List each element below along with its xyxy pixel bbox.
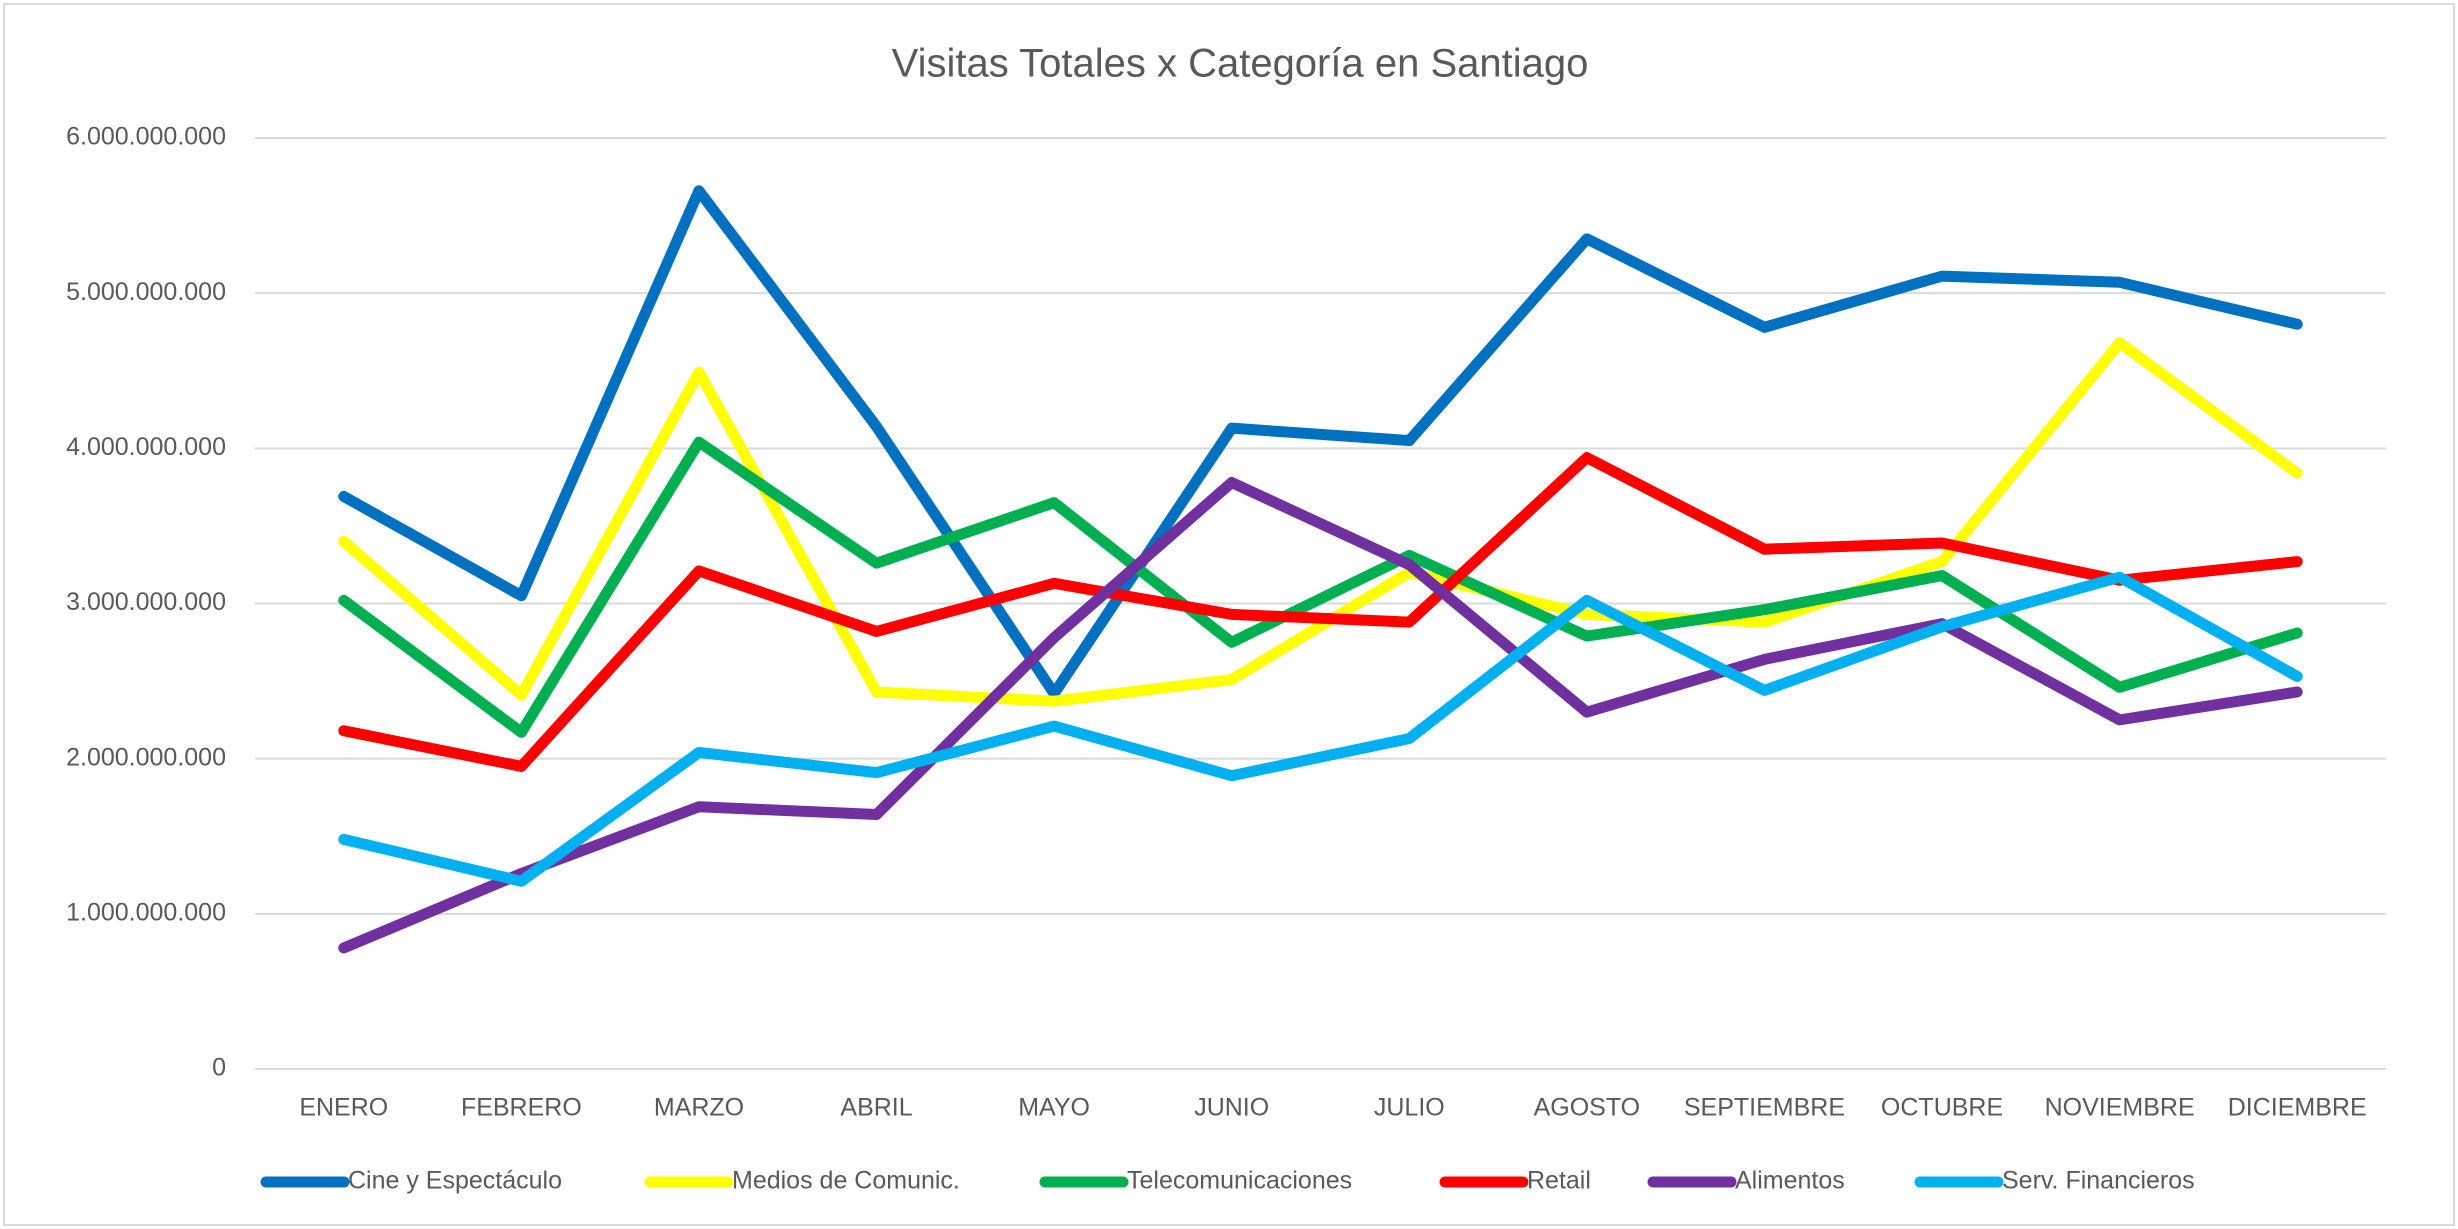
x-tick-label: FEBRERO: [461, 1094, 582, 1122]
x-tick-label: NOVIEMBRE: [2045, 1094, 2195, 1122]
x-tick-label: MARZO: [654, 1094, 744, 1122]
y-tick-label: 0: [212, 1054, 226, 1082]
x-tick-label: MAYO: [1018, 1094, 1090, 1122]
series-line: [338, 436, 2303, 738]
y-tick-label: 6.000.000.000: [66, 123, 226, 151]
x-tick-label: ABRIL: [840, 1094, 912, 1122]
legend-label: Cine y Espectáculo: [348, 1167, 562, 1195]
series-line: [338, 452, 2303, 772]
x-tick-label: JUNIO: [1194, 1094, 1269, 1122]
series-line: [338, 185, 2303, 699]
legend-label: Serv. Financieros: [2002, 1167, 2195, 1195]
x-tick-label: JULIO: [1374, 1094, 1445, 1122]
y-tick-label: 4.000.000.000: [66, 433, 226, 461]
x-tick-label: DICIEMBRE: [2228, 1094, 2367, 1122]
y-tick-label: 3.000.000.000: [66, 588, 226, 616]
series-line: [338, 571, 2303, 887]
x-tick-label: SEPTIEMBRE: [1684, 1094, 1845, 1122]
x-tick-label: AGOSTO: [1534, 1094, 1641, 1122]
legend-label: Alimentos: [1735, 1167, 1845, 1195]
y-tick-label: 2.000.000.000: [66, 743, 226, 771]
x-tick-label: ENERO: [299, 1094, 388, 1122]
series-line: [338, 476, 2303, 954]
series-line: [338, 337, 2303, 707]
y-tick-label: 5.000.000.000: [66, 278, 226, 306]
legend-label: Medios de Comunic.: [732, 1167, 960, 1195]
legend-label: Telecomunicaciones: [1127, 1167, 1352, 1195]
x-tick-label: OCTUBRE: [1881, 1094, 2003, 1122]
legend-label: Retail: [1527, 1167, 1591, 1195]
chart-title: Visitas Totales x Categoría en Santiago: [892, 42, 1589, 86]
y-tick-label: 1.000.000.000: [66, 898, 226, 926]
